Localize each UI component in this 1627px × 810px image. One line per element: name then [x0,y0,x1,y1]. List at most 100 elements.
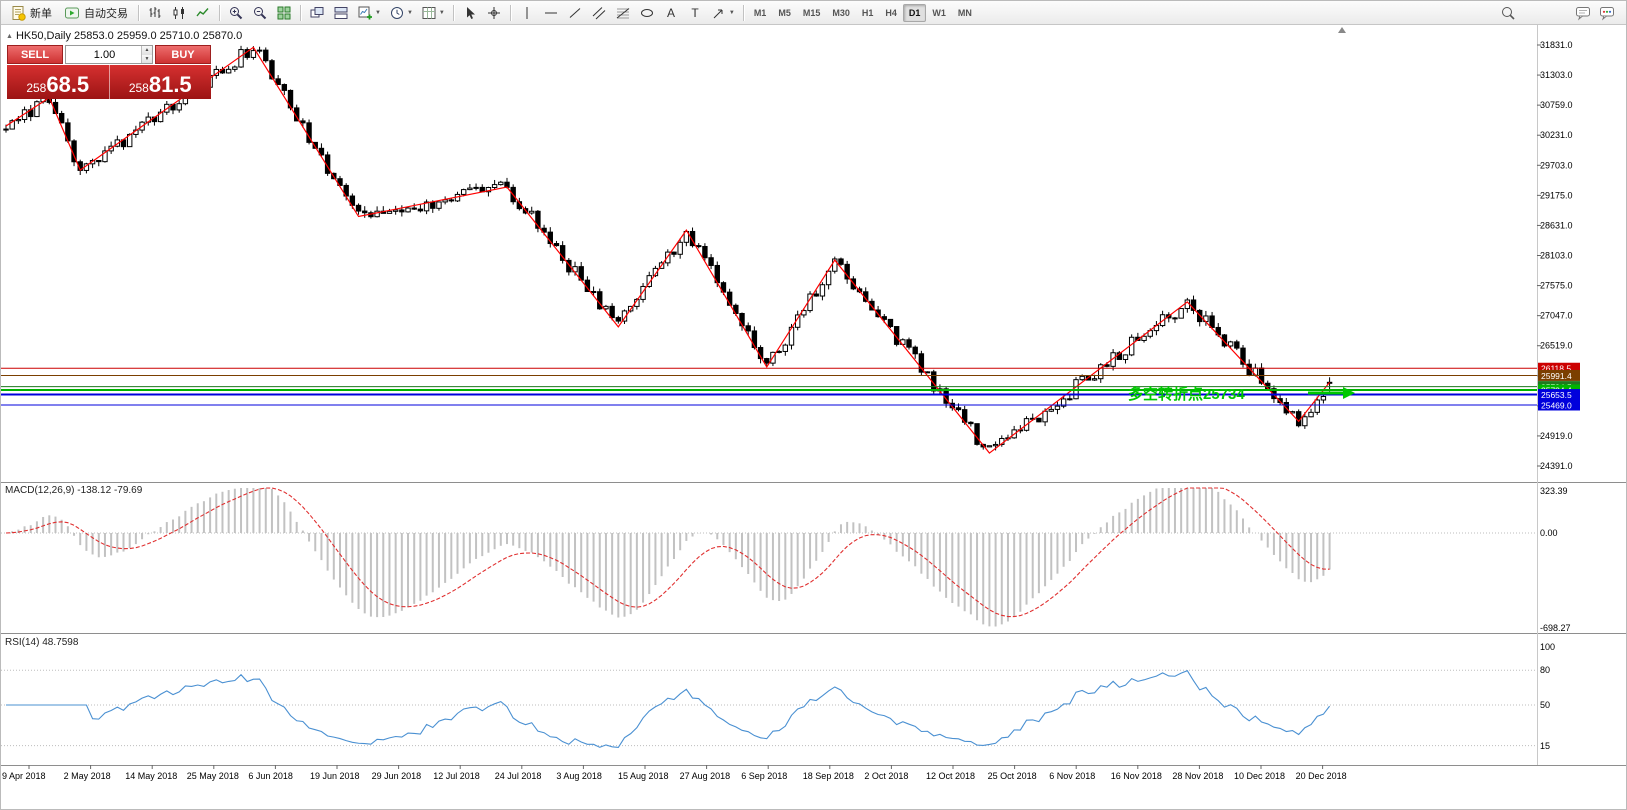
panel-separators[interactable] [1,25,1627,766]
symbol-ohlc-label: ▲ HK50,Daily 25853.0 25959.0 25710.0 258… [6,30,242,42]
dropdown-caret: ▼ [375,9,381,16]
zoom-in-icon [230,6,243,19]
zoom-in-button[interactable] [225,3,247,23]
dropdown-caret: ▼ [728,9,735,16]
svg-text:T: T [691,6,699,20]
price-axis[interactable]: 31831.0 31303.0 30759.0 30231.0 29703.0 29175… [1537,40,1580,471]
date-tick: 20 Dec 2018 [1296,771,1347,781]
timeframe-h1-button[interactable]: H1 [856,4,880,22]
candlestick-icon [173,6,184,19]
annotation-text[interactable]: 多空转折点25734 [1128,385,1245,403]
buy-price-display[interactable]: 258 81.5 [109,65,211,99]
timeframe-m30-button[interactable]: M30 [826,4,856,22]
price-tick: 30231.0 [1540,130,1573,140]
periods-button[interactable]: ▼ [386,3,416,23]
candlestick-button[interactable] [168,3,190,23]
indicator-axis[interactable]: 323.39 0.00 -698.27 100 80 50 15 [1540,486,1571,751]
date-tick: 6 Jun 2018 [248,771,293,781]
rsi-indicator-label: RSI(14) 48.7598 [5,637,79,648]
toolbar-separator [509,4,511,21]
timeframe-m1-button[interactable]: M1 [748,4,773,22]
label-icon: T [691,6,699,20]
dropdown-caret: ▼ [406,9,413,16]
price-tag-label: 26118.5 [1541,364,1571,374]
rsi-tick: 100 [1540,642,1555,652]
text-icon: A [667,6,675,20]
date-tick: 25 May 2018 [187,771,239,781]
zigzag-line[interactable] [5,46,1331,454]
horizontal-line-button[interactable] [540,3,562,23]
rsi-tick: 50 [1540,700,1550,710]
timeframe-group: M1 M5 M15 M30 H1 H4 D1 W1 MN [748,3,978,22]
toolbar-separator [219,4,220,21]
auto-trading-button[interactable]: 自动交易 [59,3,133,23]
volume-up-button[interactable]: ▲ [142,46,152,55]
cursor-button[interactable] [459,3,481,23]
date-tick: 19 Jun 2018 [310,771,360,781]
new-order-icon [12,5,26,21]
trendline-button[interactable] [564,3,586,23]
channel-button[interactable] [588,3,610,23]
new-chart-button[interactable]: ▼ [354,3,384,23]
tile-windows-button[interactable] [273,3,295,23]
fibonacci-button[interactable] [612,3,634,23]
chart-canvas[interactable]: 多空转折点25734 31831.0 31303.0 30759.0 30231.0 29… [1,25,1627,810]
new-order-label: 新单 [30,7,52,20]
timeframe-d1-button[interactable]: D1 [902,3,927,22]
price-tick: 26519.0 [1540,341,1573,351]
macd-tick: -698.27 [1540,623,1571,633]
price-tick: 27047.0 [1540,311,1573,321]
indicator-levels [1,532,1537,747]
chart-shift-marker[interactable] [1338,27,1346,33]
fibonacci-icon [616,7,630,18]
timeframe-h4-button[interactable]: H4 [879,4,903,22]
sell-button[interactable]: SELL [7,45,63,64]
rsi-panel[interactable] [6,670,1331,748]
date-tick: 10 Dec 2018 [1234,771,1285,781]
volume-down-button[interactable]: ▼ [142,54,152,63]
zoom-out-icon [254,6,267,19]
date-tick: 6 Nov 2018 [1049,771,1095,781]
search-button[interactable] [1497,3,1519,23]
text-label-button[interactable]: T [684,3,706,23]
date-tick: 6 Sep 2018 [741,771,787,781]
price-tag-label: 25991.4 [1541,371,1572,381]
rsi-tick: 15 [1540,741,1550,751]
line-chart-button[interactable] [192,3,214,23]
drawing-tools-group: A T ▼ [515,3,739,23]
toolbar-separator [452,4,454,21]
chat-bubble-icon [1576,6,1590,21]
new-order-button[interactable]: 新单 [5,3,57,23]
horizontal-lines[interactable] [1,367,1537,406]
templates-button[interactable]: ▼ [418,3,448,23]
arrows-button[interactable]: ▼ [708,3,738,23]
chart-area[interactable]: 多空转折点25734 31831.0 31303.0 30759.0 30231.0 29… [1,25,1626,809]
window-group: ▼ ▼ ▼ [305,3,449,23]
timeframe-mn-button[interactable]: MN [952,4,978,22]
volume-input[interactable] [66,46,152,63]
volume-spinner: ▲ ▼ [141,46,152,63]
price-tick: 28631.0 [1540,220,1573,230]
timeframe-w1-button[interactable]: W1 [926,4,952,22]
text-button[interactable]: A [660,3,682,23]
tile-horizontal-button[interactable] [330,3,352,23]
chat-button[interactable] [1572,3,1594,23]
shapes-button[interactable] [636,3,658,23]
sell-price-display[interactable]: 258 68.5 [7,65,110,99]
crosshair-button[interactable] [483,3,505,23]
community-chat-button[interactable] [1596,3,1618,23]
zoom-out-button[interactable] [249,3,271,23]
cascade-windows-button[interactable] [306,3,328,23]
date-tick: 29 Jun 2018 [372,771,422,781]
ellipse-shape-icon [640,8,653,17]
time-axis[interactable]: 9 Apr 2018 2 May 2018 14 May 2018 25 May 20… [2,765,1347,781]
timeframe-m5-button[interactable]: M5 [772,4,797,22]
macd-panel[interactable] [5,487,1331,627]
price-tag [1538,389,1580,401]
buy-button[interactable]: BUY [155,45,211,64]
annotation-layer[interactable]: 多空转折点25734 [1128,385,1355,403]
bar-chart-button[interactable] [144,3,166,23]
vertical-line-button[interactable] [516,3,538,23]
timeframe-m15-button[interactable]: M15 [797,4,827,22]
